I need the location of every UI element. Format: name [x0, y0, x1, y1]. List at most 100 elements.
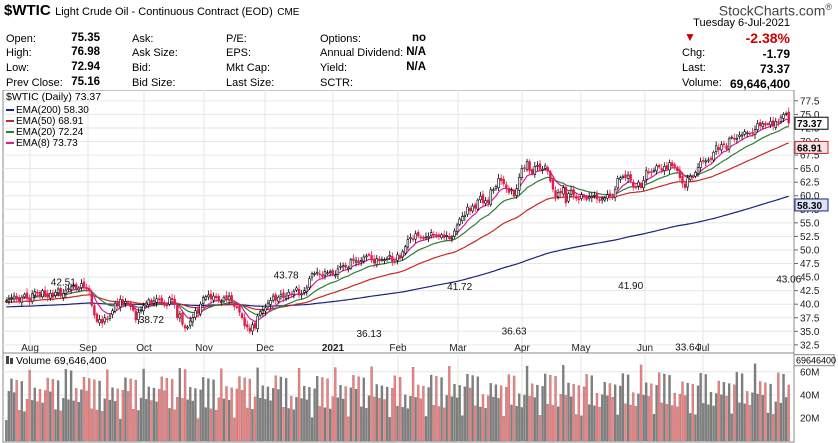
quote-header: $WTIC Light Crude Oil - Continuous Contr… — [0, 0, 838, 91]
candle-body — [46, 293, 49, 298]
candle-body — [787, 111, 790, 124]
volume-bar — [20, 381, 23, 442]
volume-bar — [598, 406, 601, 442]
candle-body — [543, 165, 547, 169]
candle-body — [282, 292, 285, 298]
volume-bar — [502, 415, 505, 442]
candle-body — [611, 196, 614, 199]
ema50-line — [6, 142, 789, 311]
candle-body — [608, 193, 612, 197]
volume-bar — [645, 382, 648, 442]
volume-bar — [279, 376, 283, 442]
candle-body — [569, 190, 573, 195]
volume-bar — [121, 390, 125, 442]
candle-body — [25, 292, 29, 299]
volume-bar — [753, 363, 757, 442]
volume-bar — [764, 382, 767, 442]
trademark-icon: ® — [825, 2, 832, 12]
volume-bar — [738, 402, 741, 442]
candle-body — [714, 145, 718, 153]
volume-bar — [575, 414, 578, 442]
candle-body — [189, 320, 192, 326]
volume-bar — [497, 398, 500, 442]
volume-bar — [33, 387, 36, 442]
volume-bar — [80, 389, 83, 442]
volume-bar — [186, 399, 189, 442]
candle-body — [227, 295, 231, 301]
vol-tick-label: 40M — [800, 390, 819, 401]
x-tick-label: Feb — [389, 343, 407, 354]
candle-body — [103, 317, 106, 323]
volume-bar — [220, 368, 223, 442]
volume-bar — [676, 406, 679, 442]
candle-body — [520, 168, 524, 178]
volume-bar — [46, 377, 49, 442]
candle-body — [85, 287, 88, 290]
volume-bar — [383, 399, 386, 442]
volume-bar — [137, 410, 140, 442]
volume-bar — [129, 378, 132, 442]
volume-bar — [191, 400, 194, 442]
candle-body — [18, 297, 21, 302]
candle-body — [396, 254, 399, 261]
instrument-name: Light Crude Oil - Continuous Contract (E… — [55, 6, 273, 18]
volume-bar — [766, 412, 770, 442]
volume-bar — [626, 374, 630, 442]
candle-body — [753, 129, 757, 135]
legend-ema20: EMA(20) 72.24 — [16, 127, 84, 138]
candle-body — [269, 300, 272, 305]
volume-bar — [455, 397, 459, 442]
candle-body — [59, 288, 62, 297]
volume-bar — [233, 417, 236, 442]
volume-bar — [248, 378, 251, 442]
candle-body — [287, 291, 290, 296]
volume-bar — [621, 373, 625, 442]
candle-body — [240, 313, 244, 319]
volume-bar — [544, 373, 547, 442]
volume-bar — [409, 396, 412, 442]
volume-bar — [246, 407, 249, 442]
candle-body — [225, 295, 228, 300]
volume-bar — [181, 398, 184, 442]
volume-bar — [88, 378, 91, 442]
volume-bar — [31, 400, 34, 442]
candle-body — [429, 232, 433, 237]
candle-body — [577, 198, 581, 201]
volume-bar — [663, 373, 666, 442]
candle-body — [67, 288, 70, 290]
candle-body — [217, 296, 220, 302]
vol-last-box — [793, 354, 835, 367]
x-tick-label: Sep — [79, 343, 97, 354]
volume-bar — [632, 392, 635, 442]
candle-body — [54, 291, 57, 296]
volume-bar — [380, 385, 384, 442]
candle-body — [271, 295, 275, 301]
candle-body — [497, 178, 500, 189]
candle-body — [536, 165, 539, 167]
x-tick-label: Oct — [136, 343, 152, 354]
candle-body — [417, 232, 420, 237]
volume-bar — [238, 376, 241, 442]
candle-body — [567, 193, 570, 202]
bid-size-label: Bid Size: — [132, 77, 176, 89]
y-tick-label: 75.0 — [800, 110, 820, 121]
candle-body — [38, 292, 42, 296]
candle-body — [28, 298, 31, 303]
candle-body — [129, 302, 132, 308]
candle-body — [10, 297, 13, 299]
y-tick-label: 67.5 — [800, 151, 820, 162]
candle-body — [422, 236, 425, 239]
volume-bar — [344, 386, 347, 442]
candle-body — [186, 326, 189, 329]
candle-body — [665, 165, 669, 169]
candle-body — [349, 259, 353, 269]
peak-label: 42.51 — [51, 278, 76, 289]
candle-body — [326, 272, 329, 275]
y-tick-label: 45.0 — [800, 273, 820, 284]
volume-bar — [334, 367, 337, 442]
volume-bar — [538, 415, 542, 442]
candle-body — [406, 239, 410, 248]
volume-bar — [300, 398, 303, 442]
volume-bar — [349, 387, 353, 442]
candle-body — [432, 233, 435, 236]
